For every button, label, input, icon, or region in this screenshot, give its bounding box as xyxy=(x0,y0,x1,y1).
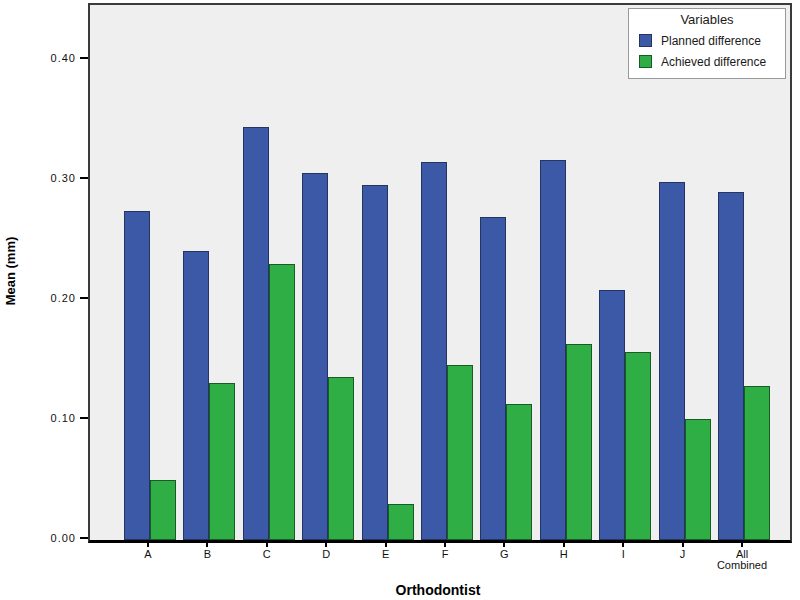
x-tick-mark xyxy=(266,541,268,547)
x-tick-mark xyxy=(503,541,505,547)
legend: Variables Planned difference Achieved dif… xyxy=(628,8,786,79)
bar-planned-a xyxy=(124,211,150,540)
legend-item-label: Planned difference xyxy=(661,34,761,48)
y-tick-mark xyxy=(80,177,88,179)
bar-achieved-h xyxy=(566,344,592,540)
legend-title: Variables xyxy=(629,12,785,27)
x-tick-mark xyxy=(622,541,624,547)
x-tick-mark xyxy=(206,541,208,547)
y-tick-mark xyxy=(80,537,88,539)
bar-achieved-j xyxy=(685,419,711,540)
bar-planned-b xyxy=(183,251,209,540)
x-axis-title: Orthodontist xyxy=(288,582,588,598)
x-tick-mark xyxy=(147,541,149,547)
bar-achieved-i xyxy=(625,352,651,540)
bar-achieved-d xyxy=(328,377,354,540)
bar-achieved-all xyxy=(744,386,770,540)
x-tick-mark xyxy=(325,541,327,547)
x-tick-mark xyxy=(741,541,743,547)
bar-achieved-c xyxy=(269,264,295,540)
x-tick-mark xyxy=(385,541,387,547)
bar-planned-all xyxy=(718,192,744,540)
x-tick-mark xyxy=(682,541,684,547)
bar-achieved-g xyxy=(506,404,532,540)
plot-area xyxy=(88,3,792,543)
bar-achieved-a xyxy=(150,480,176,540)
x-tick-label: All Combined xyxy=(697,549,787,571)
legend-item-label: Achieved difference xyxy=(661,55,766,69)
bar-planned-e xyxy=(362,185,388,540)
x-tick-mark xyxy=(444,541,446,547)
legend-item: Planned difference xyxy=(629,30,785,51)
y-tick-mark xyxy=(80,297,88,299)
bar-planned-j xyxy=(659,182,685,540)
bar-planned-d xyxy=(302,173,328,540)
y-tick-label: 0.10 xyxy=(26,411,76,425)
y-tick-label: 0.40 xyxy=(26,51,76,65)
chart-figure: 0.000.100.200.300.40 ABCDEFGHIJAll Combi… xyxy=(0,0,800,600)
legend-item: Achieved difference xyxy=(629,51,785,72)
bar-achieved-f xyxy=(447,365,473,540)
y-tick-mark xyxy=(80,417,88,419)
bar-planned-f xyxy=(421,162,447,540)
y-tick-label: 0.30 xyxy=(26,171,76,185)
x-tick-mark xyxy=(563,541,565,547)
y-axis-title: Mean (mm) xyxy=(3,201,19,341)
y-tick-label: 0.00 xyxy=(26,531,76,545)
bar-planned-g xyxy=(480,217,506,540)
achieved-swatch-icon xyxy=(639,55,652,68)
bar-planned-i xyxy=(599,290,625,540)
legend-rows: Planned difference Achieved difference xyxy=(629,30,785,72)
y-tick-mark xyxy=(80,57,88,59)
bar-planned-c xyxy=(243,127,269,540)
bar-planned-h xyxy=(540,160,566,540)
bar-achieved-e xyxy=(388,504,414,540)
planned-swatch-icon xyxy=(639,34,652,47)
bar-achieved-b xyxy=(209,383,235,540)
y-tick-label: 0.20 xyxy=(26,291,76,305)
